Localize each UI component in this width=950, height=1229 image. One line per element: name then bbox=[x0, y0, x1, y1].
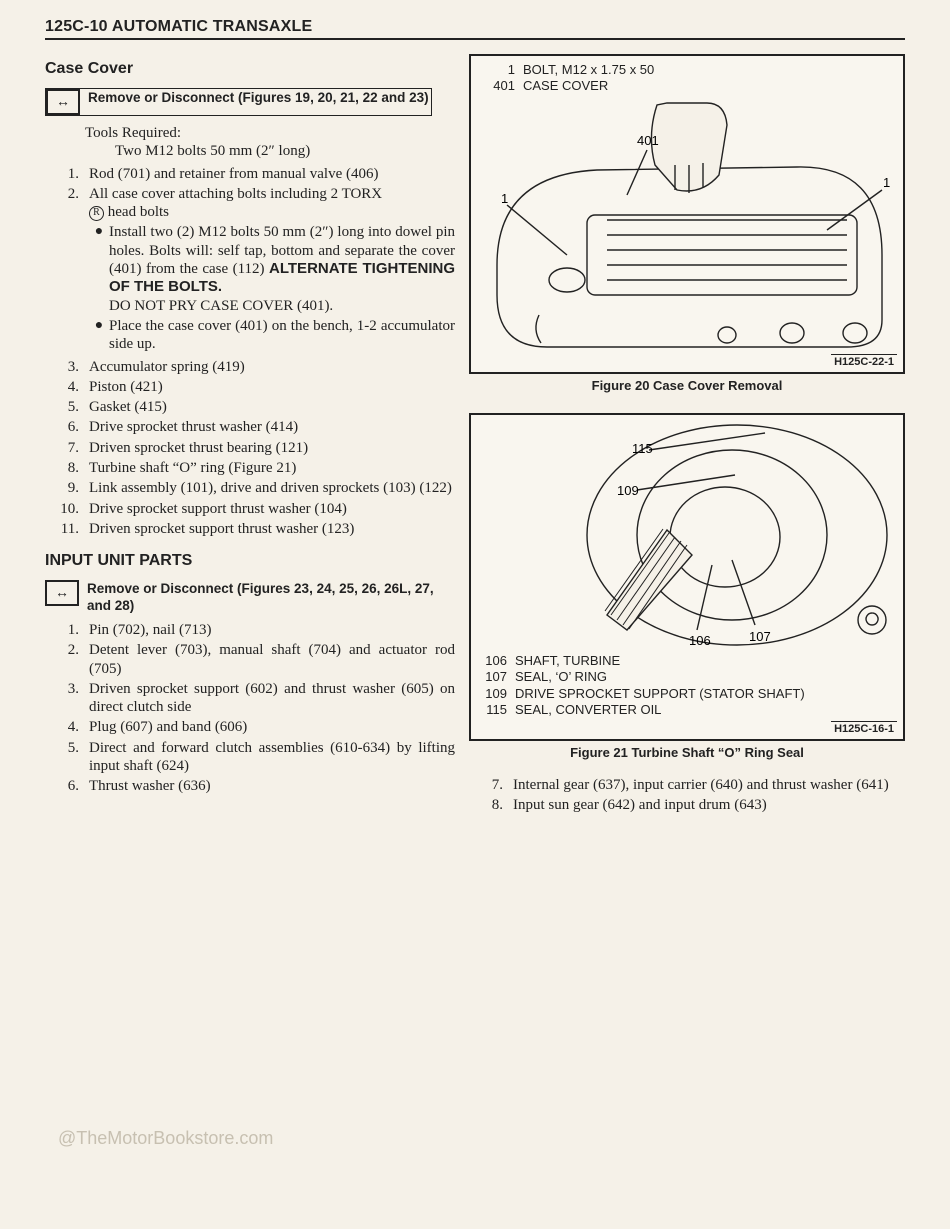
list-item: ● Place the case cover (401) on the benc… bbox=[89, 317, 455, 354]
instruction-box: ↔ Remove or Disconnect (Figures 23, 24, … bbox=[45, 580, 455, 615]
label-1: 1 bbox=[501, 191, 508, 206]
tools-required-line: Two M12 bolts 50 mm (2″ long) bbox=[115, 142, 455, 160]
tools-required-label: Tools Required: bbox=[85, 124, 455, 142]
figure-20-caption: Figure 20 Case Cover Removal bbox=[469, 378, 905, 393]
figure-id: H125C-16-1 bbox=[831, 721, 897, 735]
bullet-icon: ● bbox=[89, 223, 109, 314]
list-item: 10.Drive sprocket support thrust washer … bbox=[45, 500, 455, 518]
label-109: 109 bbox=[617, 483, 639, 498]
right-column: 1BOLT, M12 x 1.75 x 50 401CASE COVER bbox=[469, 54, 905, 817]
list-item: 8.Input sun gear (642) and input drum (6… bbox=[469, 796, 905, 814]
figure-21-caption: Figure 21 Turbine Shaft “O” Ring Seal bbox=[469, 745, 905, 760]
list-item: 7.Driven sprocket thrust bearing (121) bbox=[45, 439, 455, 457]
page: 125C-10 AUTOMATIC TRANSAXLE Case Cover ↔… bbox=[0, 0, 950, 1229]
list-item: 3.Accumulator spring (419) bbox=[45, 358, 455, 376]
figure-id: H125C-22-1 bbox=[831, 354, 897, 368]
list-item: 6.Thrust washer (636) bbox=[45, 777, 455, 795]
callout-line: 109DRIVE SPROCKET SUPPORT (STATOR SHAFT) bbox=[477, 686, 895, 702]
callout-line: 1BOLT, M12 x 1.75 x 50 bbox=[485, 62, 893, 78]
list-item: 4.Plug (607) and band (606) bbox=[45, 718, 455, 736]
list-item: 1.Pin (702), nail (713) bbox=[45, 621, 455, 639]
input-unit-step-list-right: 7.Internal gear (637), input carrier (64… bbox=[469, 776, 905, 815]
figure-21-drawing: 115 109 106 107 bbox=[471, 415, 903, 653]
callout-line: 106SHAFT, TURBINE bbox=[477, 653, 895, 669]
list-item: 5.Gasket (415) bbox=[45, 398, 455, 416]
label-401: 401 bbox=[637, 133, 659, 148]
label-1: 1 bbox=[883, 175, 890, 190]
watermark: @TheMotorBookstore.com bbox=[58, 1128, 273, 1149]
list-item: 2. All case cover attaching bolts includ… bbox=[45, 185, 455, 356]
callout-line: 401CASE COVER bbox=[485, 78, 893, 94]
callout-line: 115SEAL, CONVERTER OIL bbox=[477, 702, 895, 718]
list-item: 5.Direct and forward clutch assemblies (… bbox=[45, 739, 455, 776]
figure-20-box: 1BOLT, M12 x 1.75 x 50 401CASE COVER bbox=[469, 54, 905, 374]
disconnect-icon: ↔ bbox=[45, 580, 79, 606]
figure-21-callouts: 106SHAFT, TURBINE 107SEAL, ‘O’ RING 109D… bbox=[471, 653, 903, 722]
input-unit-step-list: 1.Pin (702), nail (713) 2.Detent lever (… bbox=[45, 621, 455, 796]
list-item: 9.Link assembly (101), drive and driven … bbox=[45, 479, 455, 497]
figure-21-box: 115 109 106 107 106SHAFT, TURBINE 107SEA… bbox=[469, 413, 905, 741]
case-cover-step-list: 1.Rod (701) and retainer from manual val… bbox=[45, 165, 455, 539]
list-item: 6.Drive sprocket thrust washer (414) bbox=[45, 418, 455, 436]
two-column-layout: Case Cover ↔ Remove or Disconnect (Figur… bbox=[45, 54, 905, 817]
list-item: ● Install two (2) M12 bolts 50 mm (2″) l… bbox=[89, 223, 455, 314]
instruction-title: Remove or Disconnect (Figures 19, 20, 21… bbox=[88, 89, 429, 107]
section-title-case-cover: Case Cover bbox=[45, 60, 455, 78]
label-106: 106 bbox=[689, 633, 711, 648]
instruction-title: Remove or Disconnect (Figures 23, 24, 25… bbox=[87, 580, 451, 615]
left-column: Case Cover ↔ Remove or Disconnect (Figur… bbox=[45, 54, 455, 817]
list-item: 2.Detent lever (703), manual shaft (704)… bbox=[45, 641, 455, 678]
page-header: 125C-10 AUTOMATIC TRANSAXLE bbox=[45, 18, 905, 40]
list-item: 1.Rod (701) and retainer from manual val… bbox=[45, 165, 455, 183]
list-item: 4.Piston (421) bbox=[45, 378, 455, 396]
bullet-icon: ● bbox=[89, 317, 109, 354]
list-item: 11.Driven sprocket support thrust washer… bbox=[45, 520, 455, 538]
figure-20-callouts: 1BOLT, M12 x 1.75 x 50 401CASE COVER bbox=[471, 56, 903, 95]
instruction-box: ↔ Remove or Disconnect (Figures 19, 20, … bbox=[45, 88, 432, 116]
label-107: 107 bbox=[749, 629, 771, 644]
registered-icon: R bbox=[89, 206, 104, 221]
label-115: 115 bbox=[632, 441, 653, 456]
list-item: 8.Turbine shaft “O” ring (Figure 21) bbox=[45, 459, 455, 477]
section-title-input-unit: INPUT UNIT PARTS bbox=[45, 552, 455, 570]
callout-line: 107SEAL, ‘O’ RING bbox=[477, 669, 895, 685]
figure-20-drawing: 401 1 1 bbox=[471, 95, 903, 360]
list-item: 7.Internal gear (637), input carrier (64… bbox=[469, 776, 905, 794]
list-item: 3.Driven sprocket support (602) and thru… bbox=[45, 680, 455, 717]
disconnect-icon: ↔ bbox=[46, 89, 80, 115]
